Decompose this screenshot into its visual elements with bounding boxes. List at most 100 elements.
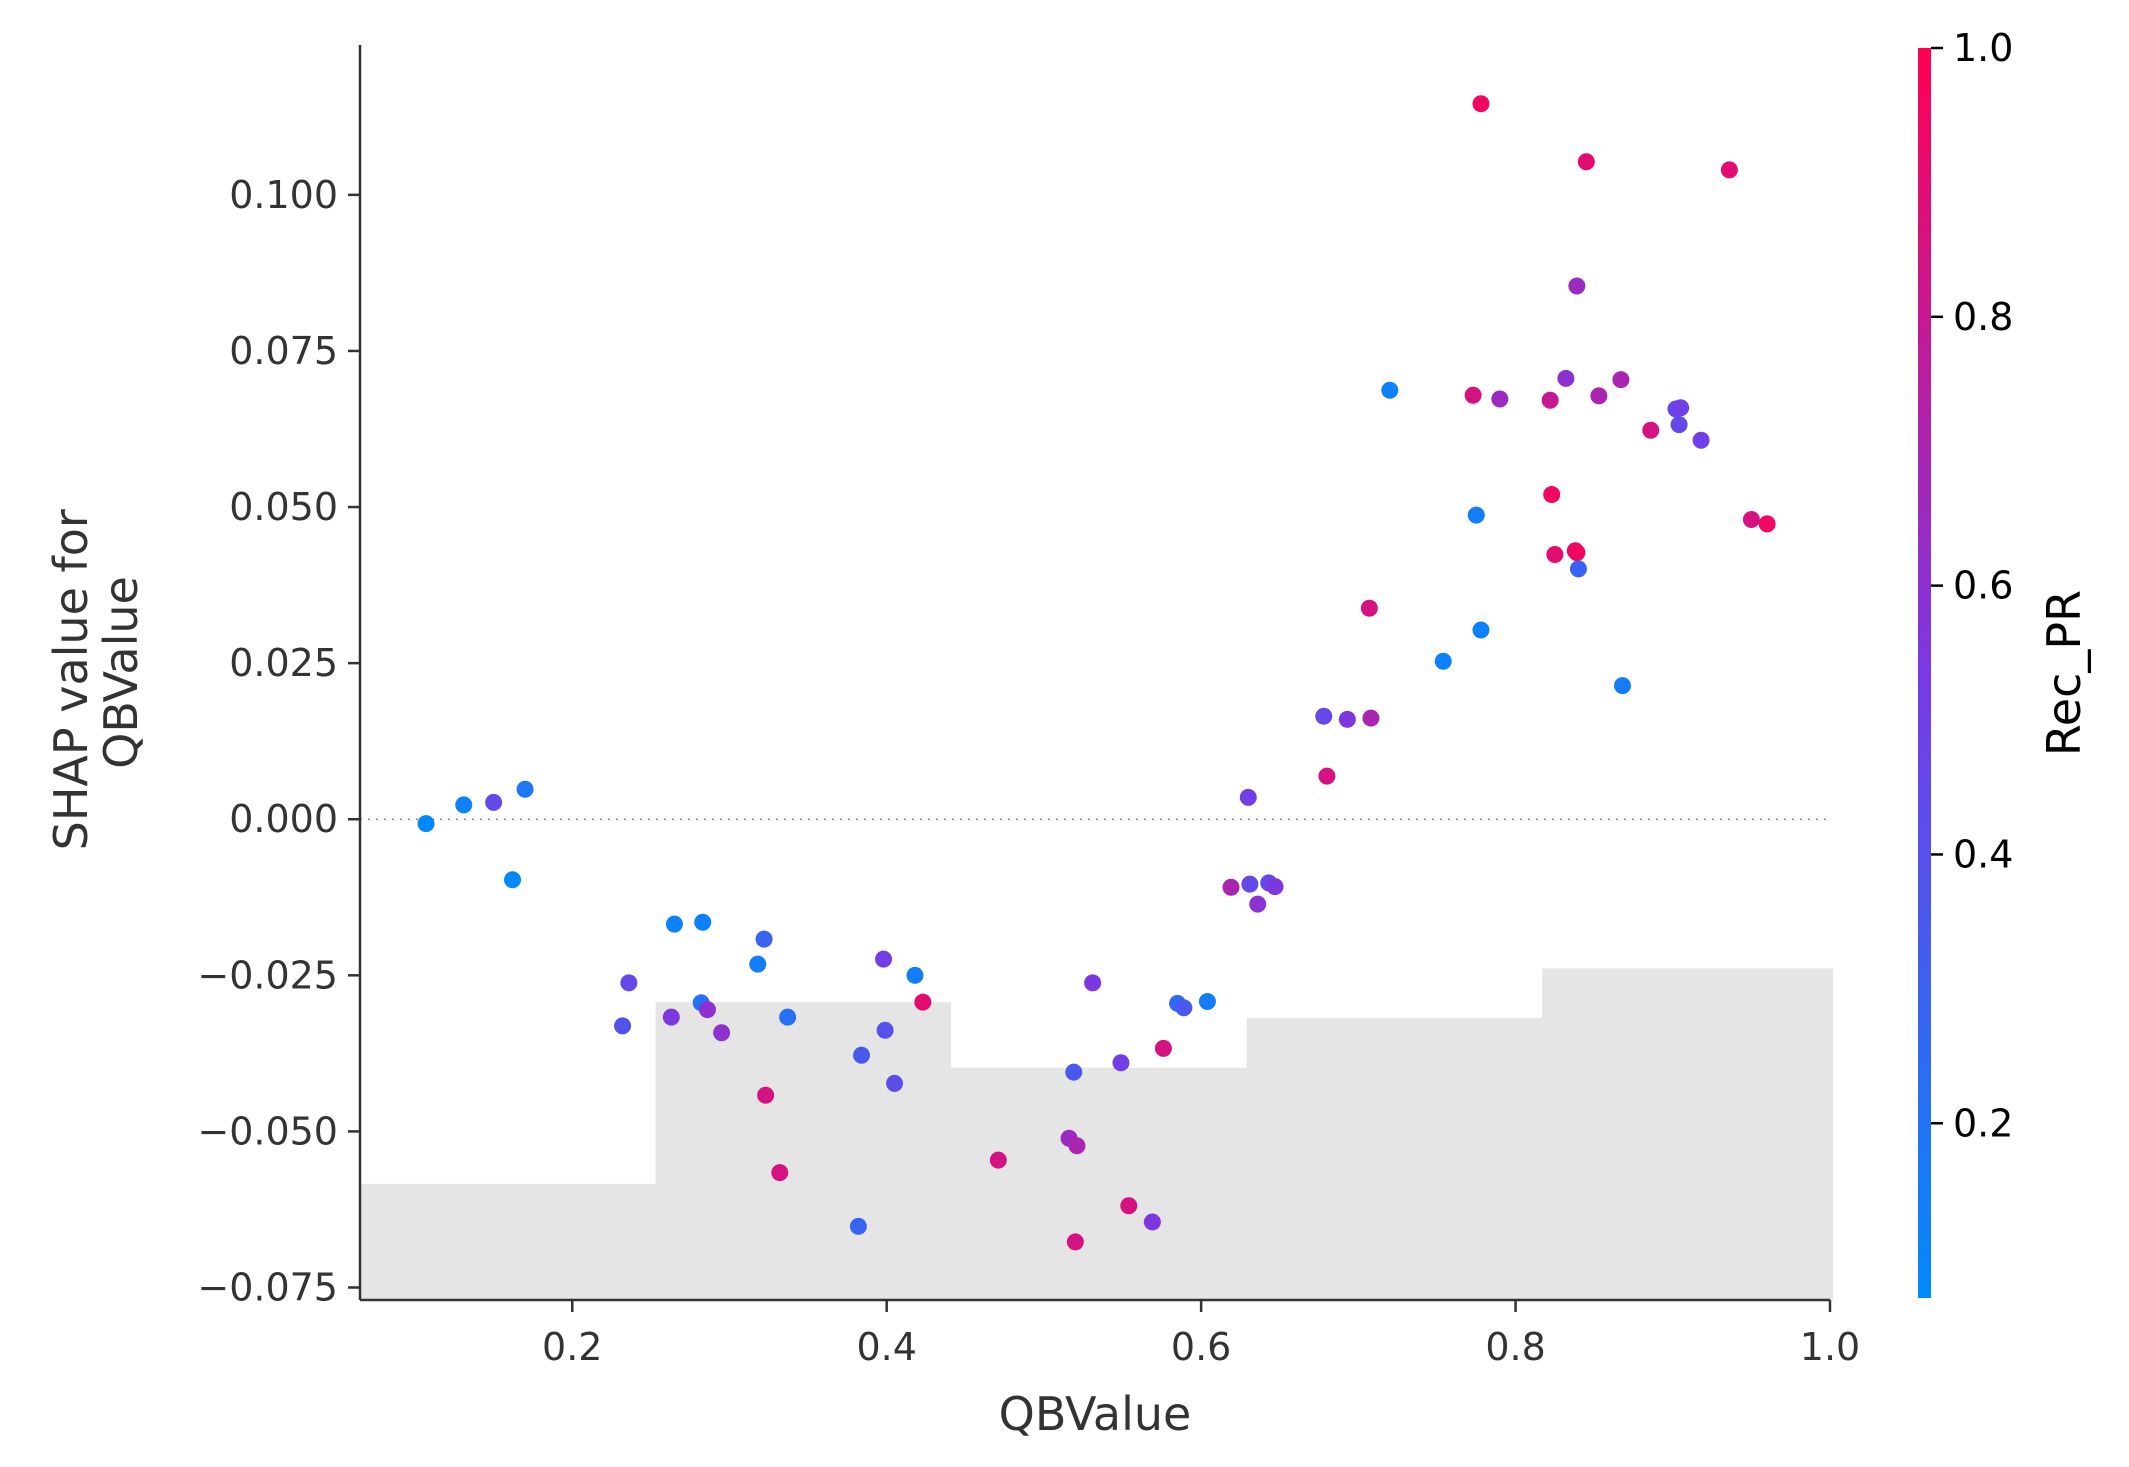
data-point-11 xyxy=(698,1001,716,1019)
colorbar-tick-label-4: 1.0 xyxy=(1953,26,2013,70)
data-point-55 xyxy=(1491,390,1509,408)
x-tick-label-3: 0.8 xyxy=(1485,1325,1545,1369)
data-point-17 xyxy=(779,1008,797,1026)
data-point-49 xyxy=(1381,381,1399,399)
y-tick-label-0: −0.075 xyxy=(197,1266,338,1310)
data-point-68 xyxy=(1642,421,1660,439)
colorbar-tick-label-2: 0.6 xyxy=(1953,564,2013,608)
x-axis-ticks: 0.2 0.4 0.6 0.8 1.0 xyxy=(542,1300,1860,1369)
colorbar-label: Rec_PR xyxy=(2037,590,2091,756)
x-tick-label-4: 1.0 xyxy=(1800,1325,1860,1369)
data-point-73 xyxy=(1720,161,1738,179)
data-point-2 xyxy=(485,793,503,811)
data-point-28 xyxy=(1066,1233,1084,1251)
data-point-31 xyxy=(1112,1054,1130,1072)
data-point-71 xyxy=(1672,399,1690,417)
data-point-19 xyxy=(853,1046,871,1064)
x-tick-label-1: 0.4 xyxy=(856,1325,916,1369)
colorbar-tick-label-3: 0.8 xyxy=(1953,295,2013,339)
data-point-64 xyxy=(1577,153,1595,171)
x-tick-label-0: 0.2 xyxy=(542,1325,602,1369)
data-point-21 xyxy=(876,1021,894,1039)
y-tick-label-5: 0.050 xyxy=(229,485,338,529)
data-point-70 xyxy=(1670,416,1688,434)
data-point-29 xyxy=(1068,1137,1086,1155)
data-point-62 xyxy=(1568,277,1586,295)
data-point-27 xyxy=(1065,1063,1083,1081)
data-point-4 xyxy=(516,780,534,798)
axes: 0.2 0.4 0.6 0.8 1.0 −0.075 −0.050 −0.025 0.000 0… xyxy=(197,45,1860,1369)
data-point-47 xyxy=(1360,599,1378,617)
colorbar-ticks: 0.2 0.4 0.6 0.8 1.0 xyxy=(1931,26,2013,1145)
scatter-points xyxy=(417,95,1776,1251)
data-point-7 xyxy=(662,1008,680,1026)
data-point-51 xyxy=(1464,386,1482,404)
histogram-bar-2 xyxy=(951,1067,1247,1300)
data-point-65 xyxy=(1590,387,1608,405)
data-point-32 xyxy=(1120,1197,1138,1215)
data-point-18 xyxy=(849,1217,867,1235)
y-axis-label-line-1: SHAP value for xyxy=(44,509,98,850)
data-point-5 xyxy=(614,1017,632,1035)
y-tick-label-3: 0.000 xyxy=(229,797,338,841)
histogram-bar-4 xyxy=(1542,968,1834,1300)
data-point-16 xyxy=(771,1164,789,1182)
colorbar-gradient xyxy=(1918,48,1931,1298)
data-point-44 xyxy=(1315,707,1333,725)
data-point-72 xyxy=(1692,431,1710,449)
data-point-6 xyxy=(620,974,638,992)
y-tick-label-2: −0.025 xyxy=(197,953,338,997)
data-point-74 xyxy=(1742,511,1760,529)
data-point-45 xyxy=(1318,767,1336,785)
y-axis-ticks: −0.075 −0.050 −0.025 0.000 0.025 0.050 0.075 0.… xyxy=(197,173,360,1310)
data-point-52 xyxy=(1467,506,1485,524)
data-point-13 xyxy=(749,955,767,973)
data-point-46 xyxy=(1338,710,1356,728)
data-point-58 xyxy=(1546,545,1564,563)
y-tick-label-7: 0.100 xyxy=(229,173,338,217)
data-point-15 xyxy=(757,1086,775,1104)
y-axis-label-line-2: QBValue xyxy=(94,576,148,769)
data-point-14 xyxy=(755,930,773,948)
y-tick-label-6: 0.075 xyxy=(229,329,338,373)
data-point-53 xyxy=(1472,95,1490,113)
data-point-56 xyxy=(1541,391,1559,409)
data-point-37 xyxy=(1198,993,1216,1011)
data-point-0 xyxy=(417,815,435,833)
histogram-bar-1 xyxy=(655,1002,952,1300)
data-point-59 xyxy=(1557,369,1575,387)
data-point-36 xyxy=(1175,999,1193,1017)
y-axis-label: SHAP value for QBValue xyxy=(44,495,148,851)
data-point-57 xyxy=(1543,486,1561,504)
data-point-66 xyxy=(1612,371,1630,389)
data-point-40 xyxy=(1241,875,1259,893)
data-point-3 xyxy=(504,871,522,889)
data-point-43 xyxy=(1266,878,1284,896)
x-tick-label-2: 0.6 xyxy=(1171,1325,1231,1369)
y-tick-label-1: −0.050 xyxy=(197,1109,338,1153)
data-point-41 xyxy=(1249,895,1267,913)
histogram-bar-3 xyxy=(1246,1017,1543,1300)
data-point-63 xyxy=(1569,560,1587,578)
data-point-24 xyxy=(914,993,932,1011)
colorbar-tick-label-0: 0.2 xyxy=(1953,1101,2013,1145)
data-point-38 xyxy=(1222,878,1240,896)
colorbar-tick-label-1: 0.4 xyxy=(1953,832,2013,876)
data-point-1 xyxy=(455,796,473,814)
data-point-48 xyxy=(1362,709,1380,727)
data-point-20 xyxy=(875,950,893,968)
data-point-30 xyxy=(1084,974,1102,992)
data-point-39 xyxy=(1239,788,1257,806)
data-point-22 xyxy=(886,1074,904,1092)
data-point-8 xyxy=(665,915,683,933)
data-point-75 xyxy=(1758,515,1776,533)
data-point-61 xyxy=(1568,544,1586,562)
histogram-bar-0 xyxy=(360,1183,656,1300)
data-point-23 xyxy=(906,966,924,984)
data-point-54 xyxy=(1472,621,1490,639)
colorbar: 0.2 0.4 0.6 0.8 1.0 Rec_PR xyxy=(1918,26,2091,1298)
data-point-12 xyxy=(713,1024,731,1042)
data-point-25 xyxy=(989,1151,1007,1169)
data-point-33 xyxy=(1143,1213,1161,1231)
data-point-10 xyxy=(694,913,712,931)
